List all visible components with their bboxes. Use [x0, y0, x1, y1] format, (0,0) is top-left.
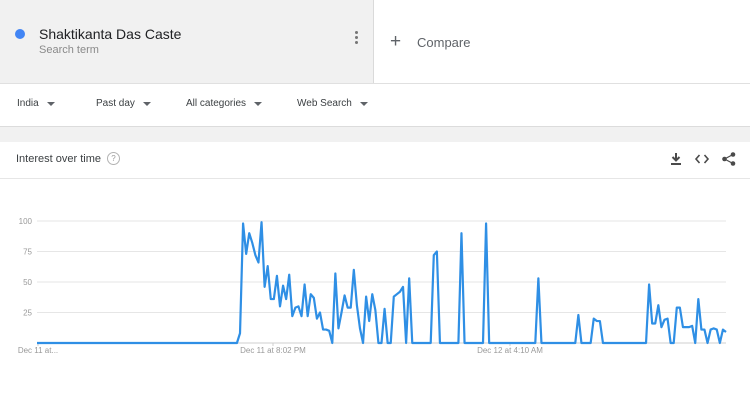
help-icon[interactable]: ? — [107, 152, 120, 165]
chevron-down-icon — [359, 101, 368, 106]
search-term-card[interactable]: Shaktikanta Das Caste Search term — [0, 0, 374, 83]
x-axis-ticks: Dec 11 at... Dec 11 at 8:02 PM Dec 12 at 4… — [18, 343, 543, 355]
compare-button[interactable]: + Compare — [390, 32, 470, 52]
chevron-down-icon — [142, 101, 151, 106]
search-property-label: Web Search — [297, 98, 352, 109]
time-range-label: Past day — [96, 98, 135, 109]
embed-icon[interactable] — [693, 150, 711, 168]
region-label: India — [17, 98, 39, 109]
compare-label: Compare — [417, 34, 471, 50]
chart-grid — [37, 220, 726, 344]
y-tick-label: 25 — [23, 309, 32, 318]
x-tick-label: Dec 12 at 4:10 AM — [477, 346, 543, 355]
category-label: All categories — [186, 98, 247, 109]
search-term-name[interactable]: Shaktikanta Das Caste — [39, 26, 182, 42]
more-options-icon[interactable] — [350, 31, 362, 47]
x-tick-label: Dec 11 at... — [18, 346, 58, 355]
y-tick-label: 50 — [23, 278, 32, 287]
region-dropdown[interactable]: India — [17, 98, 55, 109]
chevron-down-icon — [46, 101, 55, 106]
download-icon[interactable] — [667, 150, 685, 168]
card-header: Interest over time ? — [0, 142, 750, 179]
search-term-bar: Shaktikanta Das Caste Search term + Comp… — [0, 0, 750, 84]
search-term-subtitle: Search term — [39, 44, 99, 56]
interest-series-line[interactable] — [37, 221, 727, 345]
category-dropdown[interactable]: All categories — [186, 98, 263, 109]
x-tick-label: Dec 11 at 8:02 PM — [240, 346, 306, 355]
plus-icon: + — [390, 31, 402, 52]
interest-over-time-card: Interest over time ? 25 50 75 100 Dec 11 at… — [0, 142, 750, 402]
y-tick-label: 75 — [23, 248, 32, 257]
share-icon[interactable] — [720, 150, 738, 168]
search-property-dropdown[interactable]: Web Search — [297, 98, 368, 109]
series-color-dot — [15, 29, 25, 39]
filter-bar: India Past day All categories Web Search — [0, 84, 750, 127]
y-axis-ticks: 25 50 75 100 — [19, 217, 33, 318]
card-title: Interest over time — [16, 153, 101, 165]
time-range-dropdown[interactable]: Past day — [96, 98, 151, 109]
chevron-down-icon — [254, 101, 263, 106]
y-tick-label: 100 — [19, 217, 33, 226]
